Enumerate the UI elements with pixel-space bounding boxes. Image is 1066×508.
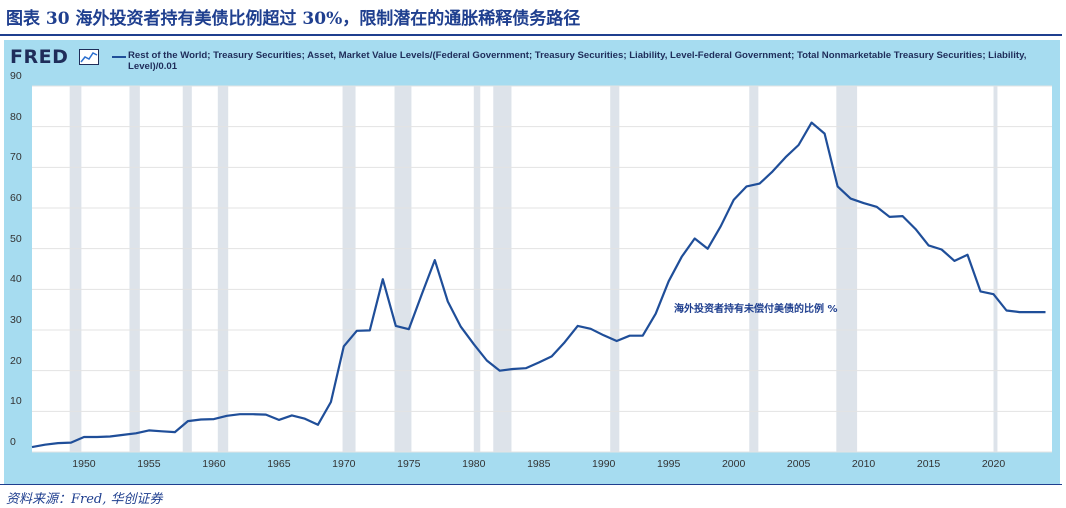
y-tick-label: 30 — [10, 314, 22, 326]
y-tick-label: 20 — [10, 354, 22, 367]
recession-band-2 — [182, 86, 192, 452]
fred-chart-panel: FRED Rest of the World; Treasury Securit… — [4, 40, 1060, 484]
y-tick-label: 70 — [10, 151, 22, 164]
recession-band-1 — [129, 86, 140, 452]
bottom-rule — [0, 484, 1062, 485]
x-tick-label: 1995 — [657, 458, 681, 470]
x-tick-label: 1950 — [72, 458, 96, 470]
y-tick-label: 10 — [10, 395, 22, 408]
y-tick-label: 40 — [10, 273, 22, 286]
x-tick-label: 2005 — [786, 458, 811, 470]
x-tick-label: 1970 — [332, 458, 356, 470]
x-tick-label: 1985 — [527, 458, 551, 470]
x-tick-label: 1965 — [267, 458, 291, 470]
x-tick-label: 2020 — [981, 458, 1006, 470]
fred-logo: FRED — [10, 46, 69, 68]
x-tick-label: 1990 — [592, 458, 616, 470]
recession-band-6 — [473, 86, 481, 452]
x-tick-label: 2000 — [721, 458, 746, 470]
y-tick-label: 0 — [10, 436, 16, 448]
recession-band-3 — [217, 86, 229, 452]
x-tick-label: 1980 — [462, 458, 486, 470]
recession-band-9 — [749, 86, 759, 452]
recession-band-4 — [342, 86, 356, 452]
x-tick-label: 1955 — [137, 458, 161, 470]
x-tick-label: 2015 — [916, 458, 941, 470]
recession-band-8 — [610, 86, 620, 452]
plot-area — [32, 86, 1052, 452]
fred-graph-icon — [79, 49, 99, 65]
gridlines — [32, 85, 1052, 453]
recession-band-7 — [493, 86, 512, 452]
legend-text: Rest of the World; Treasury Securities; … — [128, 50, 1027, 72]
y-tick-label: 60 — [10, 192, 22, 204]
title-rule — [0, 34, 1062, 36]
recession-band-5 — [394, 86, 412, 452]
x-tick-label: 1960 — [202, 458, 226, 470]
x-tick-label: 1975 — [397, 458, 421, 470]
recession-bands — [69, 86, 998, 452]
x-tick-label: 2010 — [851, 458, 876, 470]
source-note: 资料来源：Fred, 华创证券 — [6, 492, 163, 507]
series-line-0 — [31, 121, 1046, 449]
recession-band-0 — [69, 86, 82, 452]
y-tick-label: 90 — [10, 70, 22, 82]
series-lines — [31, 121, 1046, 449]
figure-title: 图表 30 海外投资者持有美债比例超过 30%，限制潜在的通胀稀释债务路径 — [6, 9, 581, 29]
recession-band-11 — [993, 86, 998, 452]
y-tick-label: 80 — [10, 110, 22, 123]
recession-band-10 — [836, 86, 858, 452]
line-chart — [31, 85, 1052, 453]
chart-annotation: 海外投资者持有未偿付美债的比例 % — [674, 304, 838, 315]
legend-swatch — [112, 56, 126, 58]
y-tick-label: 50 — [10, 232, 22, 245]
